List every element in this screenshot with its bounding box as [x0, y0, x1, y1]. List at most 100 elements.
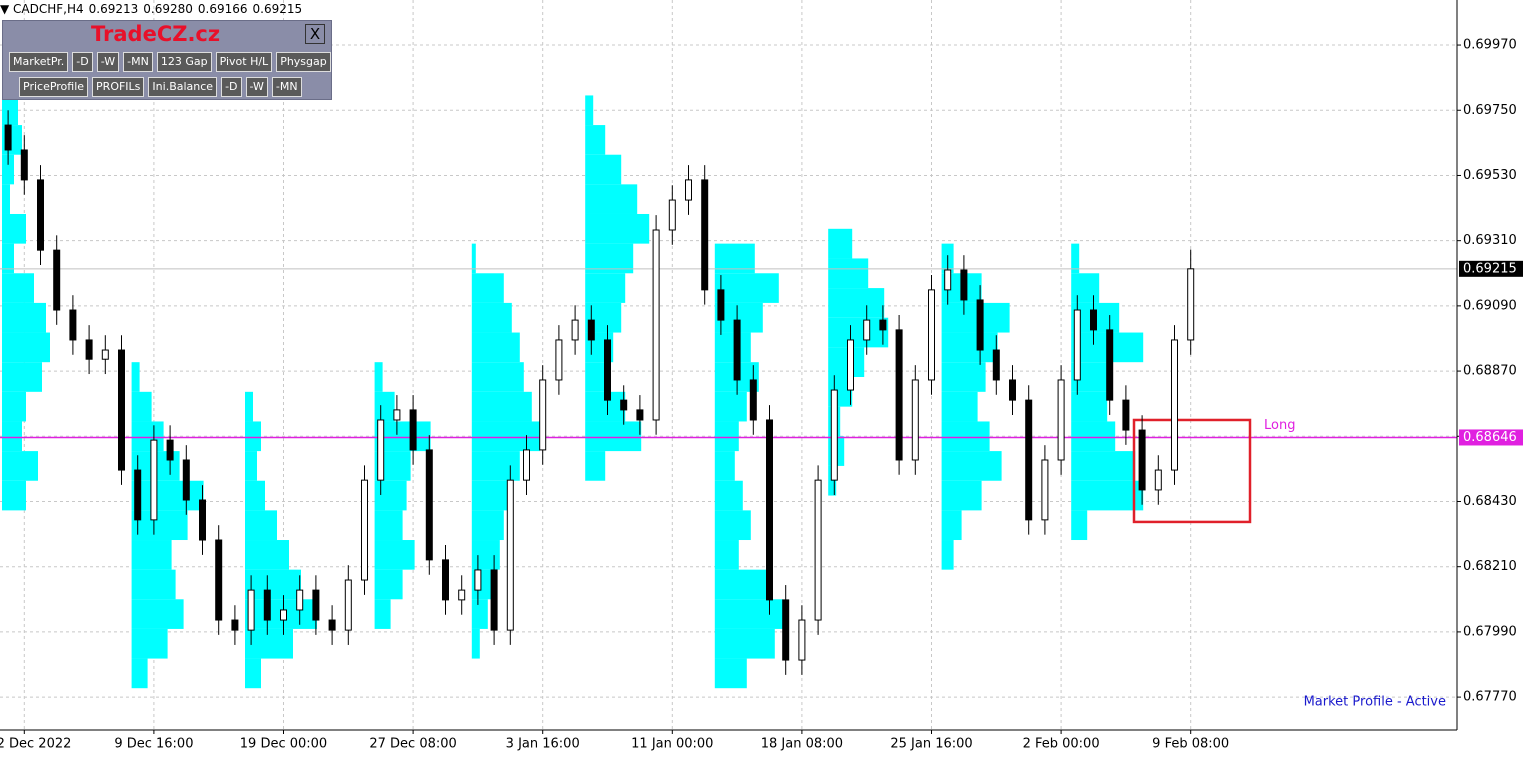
- candle-body: [328, 619, 336, 631]
- panel-button[interactable]: -MN: [271, 77, 302, 97]
- candle-body: [506, 479, 514, 631]
- candle-body: [571, 319, 579, 341]
- profile-bar: [245, 510, 277, 541]
- candle-body: [377, 419, 385, 481]
- panel-button[interactable]: Ini.Balance: [148, 77, 218, 97]
- control-panel: TradeCZ.cz X MarketPr. -D -W -MN 123 Gap Pivo…: [2, 20, 332, 100]
- signal-box: [1132, 418, 1252, 524]
- panel-button[interactable]: 123 Gap: [156, 52, 212, 72]
- candle-body: [182, 459, 190, 501]
- candle-body: [1073, 309, 1081, 381]
- candle-body: [976, 299, 984, 351]
- profile-bar: [245, 451, 257, 481]
- x-tick-label: 9 Feb 08:00: [1152, 737, 1229, 752]
- candle-body: [814, 479, 822, 621]
- candle-body: [280, 609, 287, 621]
- profile-bar: [941, 480, 982, 511]
- profile-bar: [2, 332, 50, 363]
- profile-bar: [2, 154, 14, 185]
- candle-body: [960, 269, 968, 301]
- panel-title: TradeCZ.cz: [91, 22, 221, 46]
- profile-bar: [131, 362, 140, 392]
- candle-body: [620, 399, 628, 411]
- profile-bar: [585, 213, 650, 244]
- candle-body: [4, 124, 12, 151]
- candle-body: [847, 339, 854, 391]
- panel-button[interactable]: PriceProfile: [19, 77, 89, 97]
- candle-body: [555, 339, 563, 381]
- profile-bar: [245, 540, 289, 570]
- profile-bar: [1071, 421, 1116, 452]
- button-row: PriceProfile PROFILs Ini.Balance -D -W -MN: [19, 77, 302, 97]
- profile-bar: [828, 465, 837, 496]
- candle-body: [604, 339, 611, 401]
- profile-bar: [374, 391, 395, 422]
- candle-body: [247, 589, 255, 631]
- profile-bar: [471, 421, 540, 452]
- profile-bar: [2, 302, 46, 333]
- x-tick-label: 3 Jan 16:00: [506, 737, 580, 752]
- profile-bar: [585, 95, 594, 126]
- candle-body: [863, 319, 871, 341]
- profile-bar: [131, 569, 176, 600]
- x-tick-label: 11 Jan 00:00: [631, 737, 713, 752]
- header: ▼ CADCHF,H4 0.69213 0.69280 0.69166 0.69215: [0, 2, 303, 16]
- quote: 0.69215: [252, 2, 303, 16]
- profile-bar: [828, 228, 853, 259]
- profile-bar: [1071, 273, 1100, 303]
- close-button[interactable]: X: [305, 24, 325, 44]
- candle-body: [150, 439, 158, 521]
- candle-body: [1106, 329, 1114, 401]
- x-tick-label: 2 Feb 00:00: [1023, 737, 1100, 752]
- symbol: CADCHF,H4: [13, 2, 84, 16]
- candle-body: [717, 289, 725, 321]
- candle-body: [539, 379, 547, 451]
- quote: 0.69166: [197, 2, 248, 16]
- panel-button[interactable]: Physgap: [276, 52, 331, 72]
- profile-bar: [471, 540, 500, 570]
- profile-bar: [131, 421, 164, 452]
- panel-button[interactable]: -W: [245, 77, 268, 97]
- profile-bar: [2, 391, 26, 422]
- profile-bar: [471, 480, 512, 511]
- profile-bar: [2, 362, 42, 392]
- candle-body: [231, 619, 239, 631]
- panel-button[interactable]: -D: [221, 77, 242, 97]
- profile-bar: [131, 658, 148, 689]
- profile-bar: [245, 628, 293, 659]
- profile-bar: [1071, 391, 1108, 422]
- profile-bar: [714, 273, 779, 303]
- panel-button[interactable]: Pivot H/L: [215, 52, 273, 72]
- profile-bar: [374, 540, 415, 570]
- candle-body: [1154, 469, 1162, 491]
- profile-bar: [471, 332, 520, 363]
- panel-button[interactable]: PROFILs: [92, 77, 145, 97]
- candle-body: [101, 349, 109, 360]
- candle-body: [733, 319, 741, 381]
- candle-body: [798, 619, 806, 661]
- profile-bar: [714, 480, 743, 511]
- candle-body: [944, 269, 952, 291]
- y-tick-label: 0.69090: [1463, 298, 1517, 313]
- panel-button[interactable]: -MN: [123, 52, 153, 72]
- profile-bar: [714, 599, 783, 629]
- candle-body: [296, 589, 304, 611]
- profile-bar: [941, 421, 990, 452]
- profile-bar: [471, 510, 504, 541]
- y-tick-label: 0.69750: [1463, 103, 1517, 118]
- candle-body: [474, 569, 482, 591]
- profile-bar: [131, 628, 168, 659]
- status-text: Market Profile - Active: [1304, 695, 1446, 710]
- profile-bar: [941, 332, 998, 363]
- candle-body: [587, 319, 595, 341]
- profile-bar: [471, 273, 504, 303]
- panel-button[interactable]: MarketPr.: [9, 52, 69, 72]
- profile-bar: [585, 451, 606, 481]
- profile-bar: [828, 317, 889, 348]
- panel-button[interactable]: -D: [72, 52, 93, 72]
- panel-button[interactable]: -W: [96, 52, 120, 72]
- profile-bar: [131, 599, 184, 629]
- profile-bar: [245, 391, 253, 422]
- profile-bar: [374, 569, 403, 600]
